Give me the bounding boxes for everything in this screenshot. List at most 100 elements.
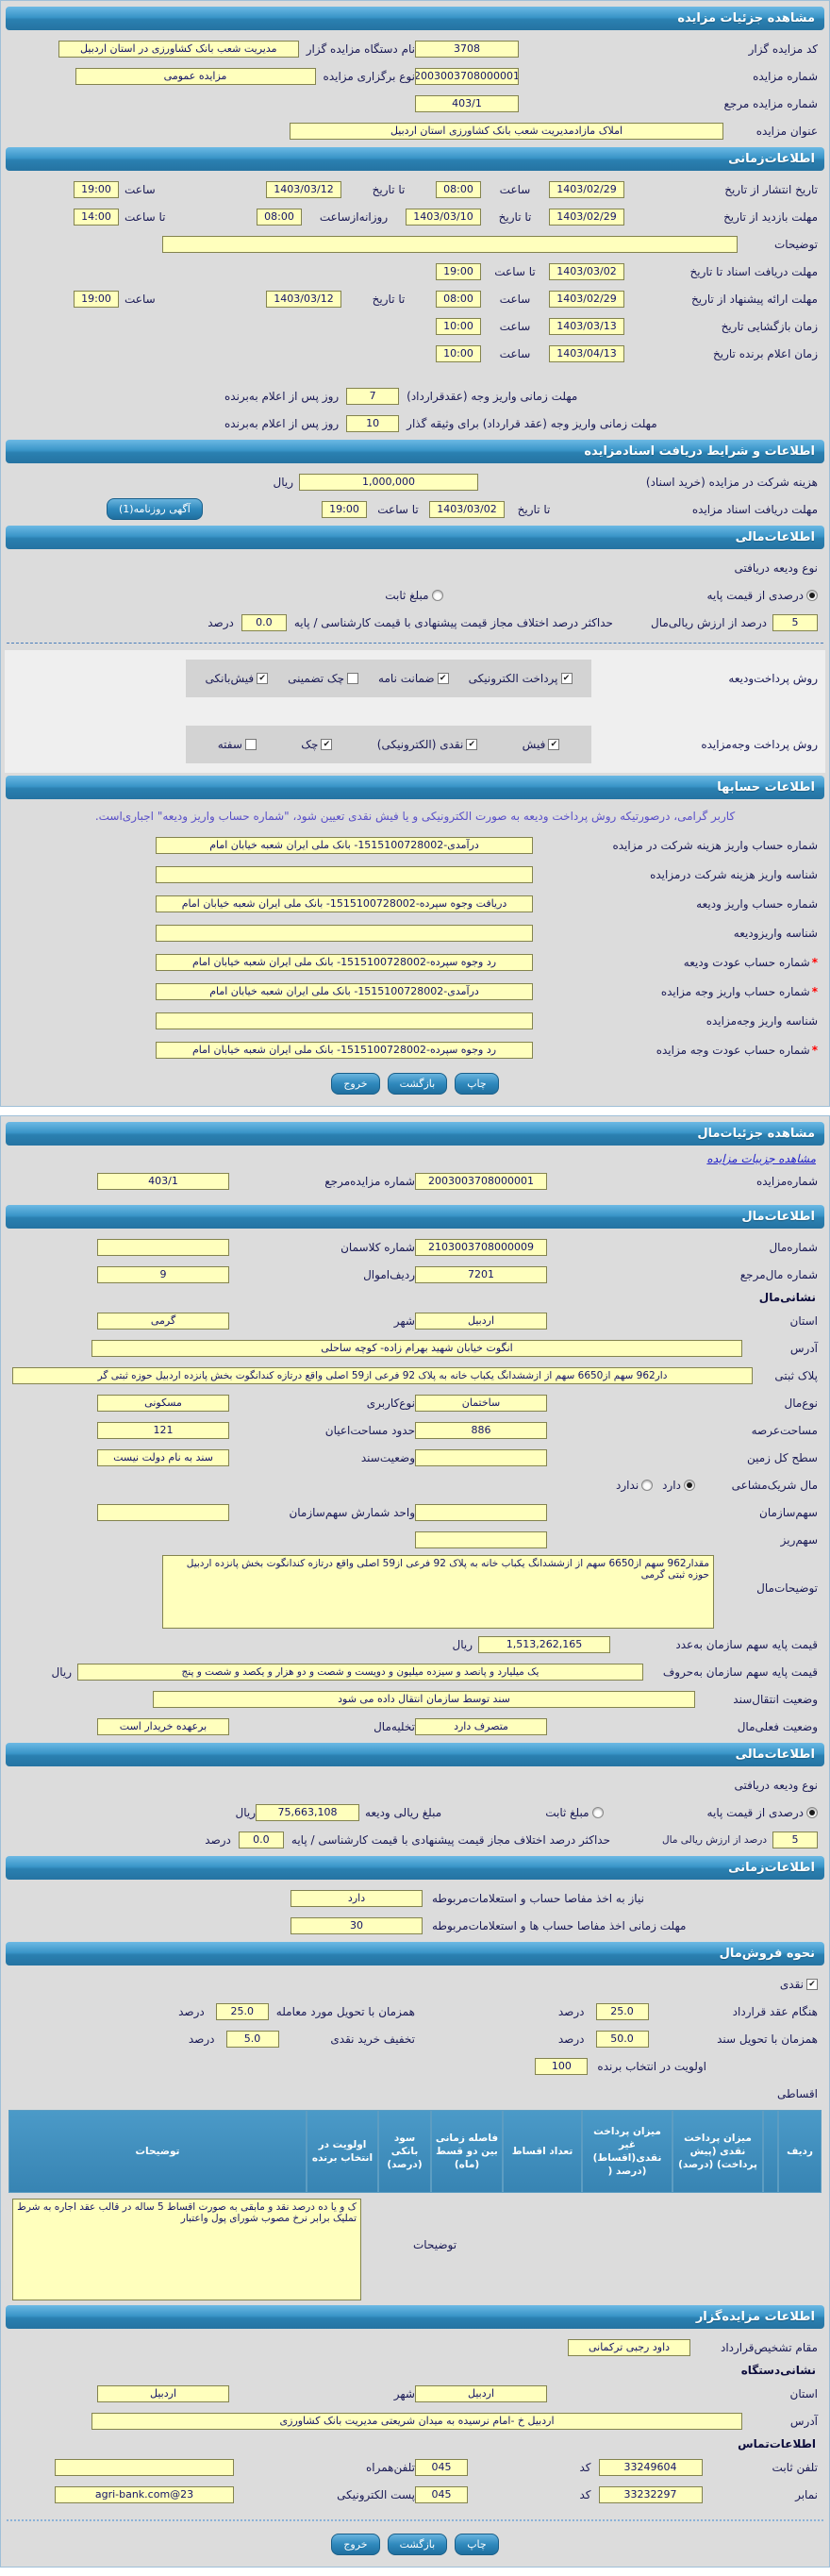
deposit-percent-input[interactable]: 5	[772, 613, 818, 631]
auction-code-input[interactable]: 3708	[415, 40, 519, 58]
payment-deadline-2-input[interactable]: 10	[346, 414, 400, 432]
percent-radio-2[interactable]	[806, 1806, 818, 1818]
visit-to-date-input[interactable]: 1403/03/10	[406, 208, 481, 226]
fax-input[interactable]: 33232297	[598, 2485, 703, 2503]
installment-description-input[interactable]: ک و یا ده درصد نقد و مابقی به صورت اقساط…	[12, 2199, 361, 2300]
publish-from-date-input[interactable]: 1403/02/29	[549, 180, 624, 198]
print-button[interactable]: چاپ	[455, 2534, 499, 2555]
winner-priority-input[interactable]: 100	[535, 2057, 589, 2075]
deed-status-input[interactable]: سند به نام دولت نیست	[97, 1448, 229, 1466]
print-button[interactable]: چاپ	[455, 1073, 499, 1095]
winner-date-input[interactable]: 1403/04/13	[549, 344, 624, 362]
publish-to-time-input[interactable]: 19:00	[74, 180, 119, 198]
account-input[interactable]	[156, 865, 533, 883]
bank-slip-checkbox[interactable]	[257, 673, 269, 684]
method-guarantee[interactable]: ضمانت نامه	[378, 672, 449, 685]
share-detail-input[interactable]	[415, 1531, 547, 1548]
base-price-words-input[interactable]: یک میلیارد و پانصد و سیزده میلیون و دویس…	[77, 1663, 643, 1681]
pv-auction-no-input[interactable]: 2003003708000001	[415, 1172, 547, 1190]
no-partner-radio[interactable]	[641, 1479, 654, 1491]
land-area-input[interactable]: 886	[415, 1421, 547, 1439]
clearance-days-input[interactable]: 30	[290, 1916, 423, 1934]
docs-deadline-time-input[interactable]: 19:00	[436, 262, 481, 280]
method-cash-electronic[interactable]: نقدی (الکترونیکی)	[377, 738, 478, 751]
auction-no-input[interactable]: 2003003708000001	[415, 67, 519, 85]
method-promissory[interactable]: سفته	[218, 738, 257, 751]
winner-time-input[interactable]: 10:00	[436, 344, 481, 362]
share-unit-input[interactable]	[97, 1503, 229, 1521]
auction-type-input[interactable]: مزایده عمومی	[75, 67, 316, 85]
publish-to-date-input[interactable]: 1403/03/12	[266, 180, 341, 198]
account-input[interactable]: درآمدی-1515100728002- بانک ملی ایران شعب…	[156, 836, 533, 854]
base-price-input[interactable]: 1,513,262,165	[478, 1635, 610, 1653]
timing-description-input[interactable]	[162, 235, 738, 253]
opening-time-input[interactable]: 10:00	[436, 317, 481, 335]
publish-from-time-input[interactable]: 08:00	[436, 180, 481, 198]
deed-percent-input[interactable]: 50.0	[595, 2030, 649, 2048]
fixed-radio-2[interactable]	[591, 1806, 604, 1818]
docs-receive-time-input[interactable]: 19:00	[322, 500, 367, 518]
property-type-input[interactable]: ساختمان	[415, 1394, 547, 1412]
option-no-partner[interactable]: ندارد	[616, 1479, 654, 1492]
deed-transfer-input[interactable]: سند توسط سازمان انتقال داده می شود	[153, 1690, 695, 1708]
deposit-amount-input[interactable]: 75,663,108	[256, 1803, 360, 1821]
account-input[interactable]: دریافت وجوه سپرده-1515100728002- بانک مل…	[156, 895, 533, 912]
fee-input[interactable]: 1,000,000	[299, 473, 478, 491]
option-fixed-amount[interactable]: مبلغ ثابت	[385, 589, 443, 602]
address-input[interactable]: انگوت خیابان شهید بهرام زاده- کوچه ساحلی	[91, 1339, 742, 1357]
account-input[interactable]	[156, 1012, 533, 1029]
payment-deadline-1-input[interactable]: 7	[346, 387, 400, 405]
method-certified-check[interactable]: چک تضمینی	[288, 672, 359, 685]
cash-electronic-checkbox[interactable]	[466, 739, 478, 750]
opening-date-input[interactable]: 1403/03/13	[549, 317, 624, 335]
offer-to-time-input[interactable]: 19:00	[74, 290, 119, 308]
offer-from-time-input[interactable]: 08:00	[436, 290, 481, 308]
guarantee-checkbox[interactable]	[437, 673, 449, 684]
visit-from-date-input[interactable]: 1403/02/29	[549, 208, 624, 226]
account-input[interactable]	[156, 924, 533, 942]
exit-button[interactable]: خروج	[331, 2534, 380, 2555]
email-input[interactable]: agri-bank.com@23	[55, 2485, 234, 2503]
cash-checkbox[interactable]	[806, 1978, 818, 1990]
account-input[interactable]: رد وجوه سپرده-1515100728002- بانک ملی ای…	[156, 1041, 533, 1059]
cash-discount-input[interactable]: 5.0	[225, 2030, 279, 2048]
fixed-radio[interactable]	[431, 589, 443, 601]
visit-time-to-input[interactable]: 14:00	[74, 208, 119, 226]
promissory-checkbox[interactable]	[244, 739, 257, 750]
usage-type-input[interactable]: مسکونی	[97, 1394, 229, 1412]
method-check[interactable]: چک	[301, 738, 333, 751]
property-ref-input[interactable]: 7201	[415, 1265, 547, 1283]
option-fixed-amount-2[interactable]: مبلغ ثابت	[545, 1806, 604, 1819]
has-partner-radio[interactable]	[684, 1479, 695, 1491]
clearance-input[interactable]: دارد	[290, 1889, 423, 1907]
auction-ref-input[interactable]: 403/1	[415, 94, 519, 112]
property-row-input[interactable]: 9	[97, 1265, 229, 1283]
account-input[interactable]: رد وجوه سپرده-1515100728002- بانک ملی ای…	[156, 953, 533, 971]
total-land-input[interactable]	[415, 1448, 547, 1466]
plate-input[interactable]: دار962 سهم از6650 سهم از ازششدانگ یکباب …	[12, 1366, 753, 1384]
building-area-input[interactable]: 121	[97, 1421, 229, 1439]
phone-input[interactable]: 33249604	[598, 2458, 703, 2476]
mobile-input[interactable]	[55, 2458, 234, 2476]
electronic-payment-checkbox[interactable]	[560, 673, 573, 684]
delivery-percent-input[interactable]: 25.0	[215, 2002, 269, 2020]
view-auction-details-link[interactable]: مشاهده جزییات مزایده	[706, 1152, 816, 1165]
org-share-input[interactable]	[415, 1503, 547, 1521]
option-percent-of-base-2[interactable]: درصدی از قیمت پایه	[707, 1806, 818, 1819]
offer-from-date-input[interactable]: 1403/02/29	[549, 290, 624, 308]
option-percent-of-base[interactable]: درصدی از قیمت پایه	[707, 589, 818, 602]
contract-percent-input[interactable]: 25.0	[595, 2002, 649, 2020]
max-diff-input[interactable]: 0.0	[241, 613, 287, 631]
method-slip[interactable]: فیش	[523, 738, 560, 751]
option-cash[interactable]: نقدی	[780, 1978, 818, 1991]
agency-address-input[interactable]: اردبیل خ -امام نرسیده به میدان شریعتی مد…	[91, 2412, 742, 2430]
check-checkbox[interactable]	[321, 739, 333, 750]
certified-check-checkbox[interactable]	[347, 673, 359, 684]
classification-input[interactable]	[97, 1238, 229, 1256]
property-description-input[interactable]: مقدار962 سهم از6650 سهم از ازششدانگ یکبا…	[162, 1555, 714, 1629]
agency-province-input[interactable]: اردبیل	[415, 2384, 547, 2402]
phone-code-input[interactable]: 045	[415, 2458, 468, 2476]
offer-to-date-input[interactable]: 1403/03/12	[266, 290, 341, 308]
docs-deadline-date-input[interactable]: 1403/03/02	[549, 262, 624, 280]
city-input[interactable]: گرمی	[97, 1312, 229, 1330]
